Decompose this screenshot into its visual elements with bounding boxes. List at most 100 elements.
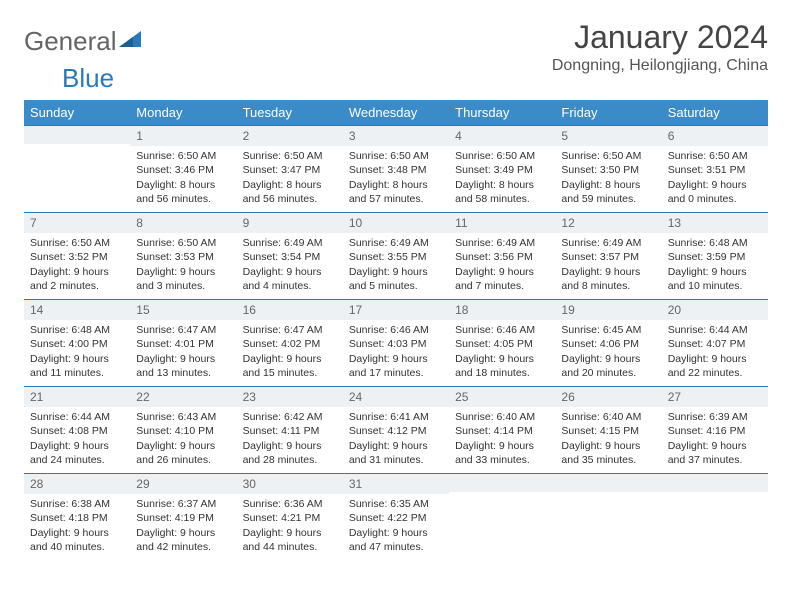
day-details: Sunrise: 6:35 AMSunset: 4:22 PMDaylight:…: [343, 494, 449, 558]
day-details: Sunrise: 6:44 AMSunset: 4:08 PMDaylight:…: [24, 407, 130, 471]
calendar-day-cell: 3Sunrise: 6:50 AMSunset: 3:48 PMDaylight…: [343, 126, 449, 213]
sunset-text: Sunset: 4:08 PM: [30, 424, 124, 438]
day-number: 13: [662, 213, 768, 233]
logo-text-blue: Blue: [62, 63, 114, 94]
sunset-text: Sunset: 4:19 PM: [136, 511, 230, 525]
daylight-text: Daylight: 9 hours and 5 minutes.: [349, 265, 443, 293]
calendar-day-cell: 17Sunrise: 6:46 AMSunset: 4:03 PMDayligh…: [343, 300, 449, 387]
day-details: Sunrise: 6:49 AMSunset: 3:57 PMDaylight:…: [555, 233, 661, 297]
sunset-text: Sunset: 4:03 PM: [349, 337, 443, 351]
weekday-header: Monday: [130, 100, 236, 126]
day-details: Sunrise: 6:37 AMSunset: 4:19 PMDaylight:…: [130, 494, 236, 558]
calendar-week-row: 7Sunrise: 6:50 AMSunset: 3:52 PMDaylight…: [24, 213, 768, 300]
weekday-header: Friday: [555, 100, 661, 126]
sunrise-text: Sunrise: 6:50 AM: [243, 149, 337, 163]
day-details: Sunrise: 6:50 AMSunset: 3:47 PMDaylight:…: [237, 146, 343, 210]
day-details: Sunrise: 6:50 AMSunset: 3:52 PMDaylight:…: [24, 233, 130, 297]
sunset-text: Sunset: 4:00 PM: [30, 337, 124, 351]
logo-text-general: General: [24, 26, 117, 57]
calendar-day-cell: 16Sunrise: 6:47 AMSunset: 4:02 PMDayligh…: [237, 300, 343, 387]
sunrise-text: Sunrise: 6:48 AM: [30, 323, 124, 337]
day-number: 28: [24, 474, 130, 494]
day-details: Sunrise: 6:40 AMSunset: 4:15 PMDaylight:…: [555, 407, 661, 471]
day-details: Sunrise: 6:45 AMSunset: 4:06 PMDaylight:…: [555, 320, 661, 384]
calendar-day-cell: [662, 474, 768, 561]
day-details: Sunrise: 6:49 AMSunset: 3:56 PMDaylight:…: [449, 233, 555, 297]
sunset-text: Sunset: 4:14 PM: [455, 424, 549, 438]
logo-triangle-icon: [119, 29, 141, 54]
day-number: 5: [555, 126, 661, 146]
sunrise-text: Sunrise: 6:50 AM: [561, 149, 655, 163]
sunset-text: Sunset: 4:16 PM: [668, 424, 762, 438]
day-number: 15: [130, 300, 236, 320]
sunrise-text: Sunrise: 6:37 AM: [136, 497, 230, 511]
calendar-page: General January 2024 Dongning, Heilongji…: [0, 0, 792, 580]
day-details: Sunrise: 6:43 AMSunset: 4:10 PMDaylight:…: [130, 407, 236, 471]
daylight-text: Daylight: 9 hours and 26 minutes.: [136, 439, 230, 467]
daylight-text: Daylight: 9 hours and 10 minutes.: [668, 265, 762, 293]
sunset-text: Sunset: 3:56 PM: [455, 250, 549, 264]
calendar-day-cell: 30Sunrise: 6:36 AMSunset: 4:21 PMDayligh…: [237, 474, 343, 561]
sunrise-text: Sunrise: 6:36 AM: [243, 497, 337, 511]
empty-day: [24, 126, 130, 144]
sunrise-text: Sunrise: 6:40 AM: [455, 410, 549, 424]
calendar-day-cell: [555, 474, 661, 561]
day-details: Sunrise: 6:48 AMSunset: 3:59 PMDaylight:…: [662, 233, 768, 297]
daylight-text: Daylight: 9 hours and 33 minutes.: [455, 439, 549, 467]
day-number: 27: [662, 387, 768, 407]
daylight-text: Daylight: 9 hours and 44 minutes.: [243, 526, 337, 554]
day-number: 19: [555, 300, 661, 320]
sunrise-text: Sunrise: 6:50 AM: [349, 149, 443, 163]
calendar-day-cell: 6Sunrise: 6:50 AMSunset: 3:51 PMDaylight…: [662, 126, 768, 213]
sunrise-text: Sunrise: 6:49 AM: [243, 236, 337, 250]
day-details: Sunrise: 6:50 AMSunset: 3:46 PMDaylight:…: [130, 146, 236, 210]
daylight-text: Daylight: 9 hours and 37 minutes.: [668, 439, 762, 467]
calendar-day-cell: [24, 126, 130, 213]
day-number: 23: [237, 387, 343, 407]
calendar-day-cell: 31Sunrise: 6:35 AMSunset: 4:22 PMDayligh…: [343, 474, 449, 561]
sunrise-text: Sunrise: 6:43 AM: [136, 410, 230, 424]
sunset-text: Sunset: 4:18 PM: [30, 511, 124, 525]
sunrise-text: Sunrise: 6:50 AM: [455, 149, 549, 163]
title-block: January 2024 Dongning, Heilongjiang, Chi…: [552, 20, 768, 75]
day-number: 2: [237, 126, 343, 146]
sunset-text: Sunset: 4:22 PM: [349, 511, 443, 525]
sunset-text: Sunset: 4:12 PM: [349, 424, 443, 438]
sunset-text: Sunset: 3:53 PM: [136, 250, 230, 264]
sunrise-text: Sunrise: 6:46 AM: [455, 323, 549, 337]
daylight-text: Daylight: 9 hours and 8 minutes.: [561, 265, 655, 293]
calendar-day-cell: 5Sunrise: 6:50 AMSunset: 3:50 PMDaylight…: [555, 126, 661, 213]
daylight-text: Daylight: 9 hours and 17 minutes.: [349, 352, 443, 380]
sunrise-text: Sunrise: 6:38 AM: [30, 497, 124, 511]
day-number: 12: [555, 213, 661, 233]
calendar-day-cell: 4Sunrise: 6:50 AMSunset: 3:49 PMDaylight…: [449, 126, 555, 213]
day-details: Sunrise: 6:50 AMSunset: 3:49 PMDaylight:…: [449, 146, 555, 210]
calendar-day-cell: 27Sunrise: 6:39 AMSunset: 4:16 PMDayligh…: [662, 387, 768, 474]
empty-day: [449, 474, 555, 492]
day-details: Sunrise: 6:50 AMSunset: 3:53 PMDaylight:…: [130, 233, 236, 297]
calendar-day-cell: 11Sunrise: 6:49 AMSunset: 3:56 PMDayligh…: [449, 213, 555, 300]
day-number: 31: [343, 474, 449, 494]
sunrise-text: Sunrise: 6:44 AM: [668, 323, 762, 337]
daylight-text: Daylight: 9 hours and 40 minutes.: [30, 526, 124, 554]
calendar-day-cell: 21Sunrise: 6:44 AMSunset: 4:08 PMDayligh…: [24, 387, 130, 474]
calendar-day-cell: 2Sunrise: 6:50 AMSunset: 3:47 PMDaylight…: [237, 126, 343, 213]
sunrise-text: Sunrise: 6:49 AM: [349, 236, 443, 250]
day-details: Sunrise: 6:41 AMSunset: 4:12 PMDaylight:…: [343, 407, 449, 471]
daylight-text: Daylight: 8 hours and 56 minutes.: [136, 178, 230, 206]
sunrise-text: Sunrise: 6:46 AM: [349, 323, 443, 337]
sunrise-text: Sunrise: 6:47 AM: [243, 323, 337, 337]
sunset-text: Sunset: 4:07 PM: [668, 337, 762, 351]
sunrise-text: Sunrise: 6:49 AM: [561, 236, 655, 250]
day-number: 20: [662, 300, 768, 320]
calendar-day-cell: 19Sunrise: 6:45 AMSunset: 4:06 PMDayligh…: [555, 300, 661, 387]
daylight-text: Daylight: 9 hours and 20 minutes.: [561, 352, 655, 380]
day-number: 25: [449, 387, 555, 407]
day-details: Sunrise: 6:50 AMSunset: 3:50 PMDaylight:…: [555, 146, 661, 210]
sunset-text: Sunset: 3:47 PM: [243, 163, 337, 177]
daylight-text: Daylight: 9 hours and 24 minutes.: [30, 439, 124, 467]
sunset-text: Sunset: 3:54 PM: [243, 250, 337, 264]
day-number: 6: [662, 126, 768, 146]
sunset-text: Sunset: 4:06 PM: [561, 337, 655, 351]
day-number: 21: [24, 387, 130, 407]
